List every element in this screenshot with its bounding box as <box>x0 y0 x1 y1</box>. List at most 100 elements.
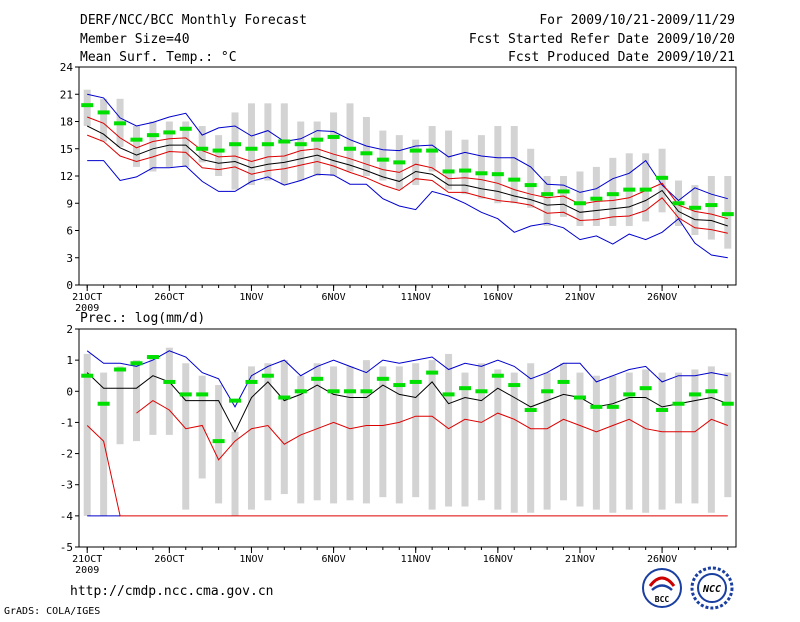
temp-spread-box <box>165 121 173 167</box>
figure-title: DERF/NCC/BCC Monthly Forecast <box>80 13 307 28</box>
prec-median-marker <box>672 401 685 406</box>
temp-line-mean-minus <box>87 134 728 234</box>
prec-median-marker <box>294 389 307 394</box>
prec-median-marker <box>573 395 586 400</box>
temp-x-tick-label: 6NOV <box>322 292 346 303</box>
temp-median-marker <box>327 134 340 139</box>
temp-median-marker <box>606 192 619 197</box>
prec-spread-box <box>132 360 140 442</box>
prec-median-marker <box>508 383 521 388</box>
temp-x-tick-label: 21OCT <box>72 292 102 303</box>
prec-spread-box <box>346 366 354 501</box>
prec-y-tick-label: 2 <box>66 323 73 336</box>
prec-spread-box <box>576 372 584 507</box>
prec-spread-box <box>182 363 190 510</box>
prec-spread-box <box>165 347 173 435</box>
temp-spread-box <box>149 121 157 172</box>
prec-median-marker <box>590 404 603 409</box>
prec-y-tick-label: -4 <box>60 510 74 523</box>
prec-median-marker <box>475 389 488 394</box>
prec-median-marker <box>212 439 225 444</box>
prec-spread-box <box>527 363 535 513</box>
prec-spread-box <box>642 369 650 513</box>
prec-y-tick-label: -1 <box>60 416 73 429</box>
prec-plot-frame <box>78 328 737 548</box>
bcc-logo-swirl-blue <box>651 584 673 591</box>
temp-spread-box <box>198 126 206 163</box>
prec-spread-box <box>231 431 239 516</box>
prec-spread-box <box>477 363 485 501</box>
prec-spread-box <box>313 363 321 501</box>
temp-spread-box <box>182 121 190 167</box>
temp-line-min <box>87 160 728 259</box>
temp-spread-box <box>379 130 387 181</box>
prec-median-marker <box>278 395 291 400</box>
produced-date: Fcst Produced Date 2009/10/21 <box>508 50 735 65</box>
temp-median-marker <box>721 212 734 217</box>
temp-median-marker <box>261 142 274 147</box>
temp-median-marker <box>672 201 685 206</box>
prec-x-tick-label: 11NOV <box>401 554 431 565</box>
temp-spread-box <box>609 157 617 226</box>
temp-x-tick-label: 11NOV <box>401 292 431 303</box>
prec-median-marker <box>491 373 504 378</box>
prec-spread-box <box>445 353 453 507</box>
bcc-logo-ring <box>642 568 682 608</box>
prec-spread-box <box>330 366 338 504</box>
temp-median-marker <box>442 169 455 174</box>
temp-line-mean-plus <box>87 116 728 220</box>
temp-median-marker <box>130 137 143 142</box>
prec-median-marker <box>656 407 669 412</box>
prec-median-marker <box>114 367 127 372</box>
temp-spread-box <box>83 89 91 127</box>
temp-spread-box <box>247 103 255 186</box>
prec-median-marker <box>426 370 439 375</box>
temp-median-marker <box>541 192 554 197</box>
prec-spread-box <box>428 360 436 510</box>
temp-x-tick-label: 26OCT <box>154 292 184 303</box>
variable-label: Mean Surf. Temp.: °C <box>80 50 237 65</box>
temp-median-marker <box>245 146 258 151</box>
prec-spread-box <box>625 372 633 510</box>
prec-y-tick-label: 1 <box>66 354 73 367</box>
prec-x-tick-label: 16NOV <box>483 554 513 565</box>
prec-spread-box <box>116 366 124 445</box>
temp-median-marker <box>491 172 504 177</box>
footer-url[interactable]: http://cmdp.ncc.cma.gov.cn <box>70 584 274 599</box>
temp-spread-box <box>346 103 354 172</box>
prec-median-marker <box>393 383 406 388</box>
prec-median-marker <box>458 386 471 391</box>
temp-spread-box <box>231 112 239 190</box>
prec-median-marker <box>311 376 324 381</box>
prec-spread-box <box>379 366 387 498</box>
grads-credit: GrADS: COLA/IGES <box>4 606 100 617</box>
prec-spread-box <box>100 372 108 516</box>
prec-median-marker <box>360 389 373 394</box>
temp-y-tick-label: 12 <box>60 170 73 183</box>
temp-y-tick-label: 24 <box>60 61 74 74</box>
prec-spread-box <box>198 375 206 479</box>
prec-spread-box <box>247 366 255 510</box>
refer-date: Fcst Started Refer Date 2009/10/20 <box>469 32 735 47</box>
prec-spread-box <box>675 372 683 504</box>
temp-median-marker <box>623 187 636 192</box>
prec-spread-box <box>609 375 617 513</box>
prec-y-tick-label: -5 <box>60 541 73 554</box>
temp-spread-box <box>215 135 223 176</box>
temp-median-marker <box>590 196 603 201</box>
prec-spread-box <box>149 357 157 435</box>
temp-median-marker <box>688 205 701 210</box>
temp-median-marker <box>475 171 488 176</box>
temp-median-marker <box>97 110 110 115</box>
temp-median-marker <box>311 137 324 142</box>
precip-panel-title: Prec.: log(mm/d) <box>80 311 205 326</box>
temp-spread-box <box>330 112 338 176</box>
temp-y-tick-label: 0 <box>66 279 73 292</box>
prec-spread-box <box>724 372 732 498</box>
temp-x-tick-label: 21NOV <box>565 292 595 303</box>
prec-median-marker <box>705 389 718 394</box>
prec-x-tick-label: 21OCT <box>72 554 102 565</box>
temp-spread-box <box>264 103 272 181</box>
